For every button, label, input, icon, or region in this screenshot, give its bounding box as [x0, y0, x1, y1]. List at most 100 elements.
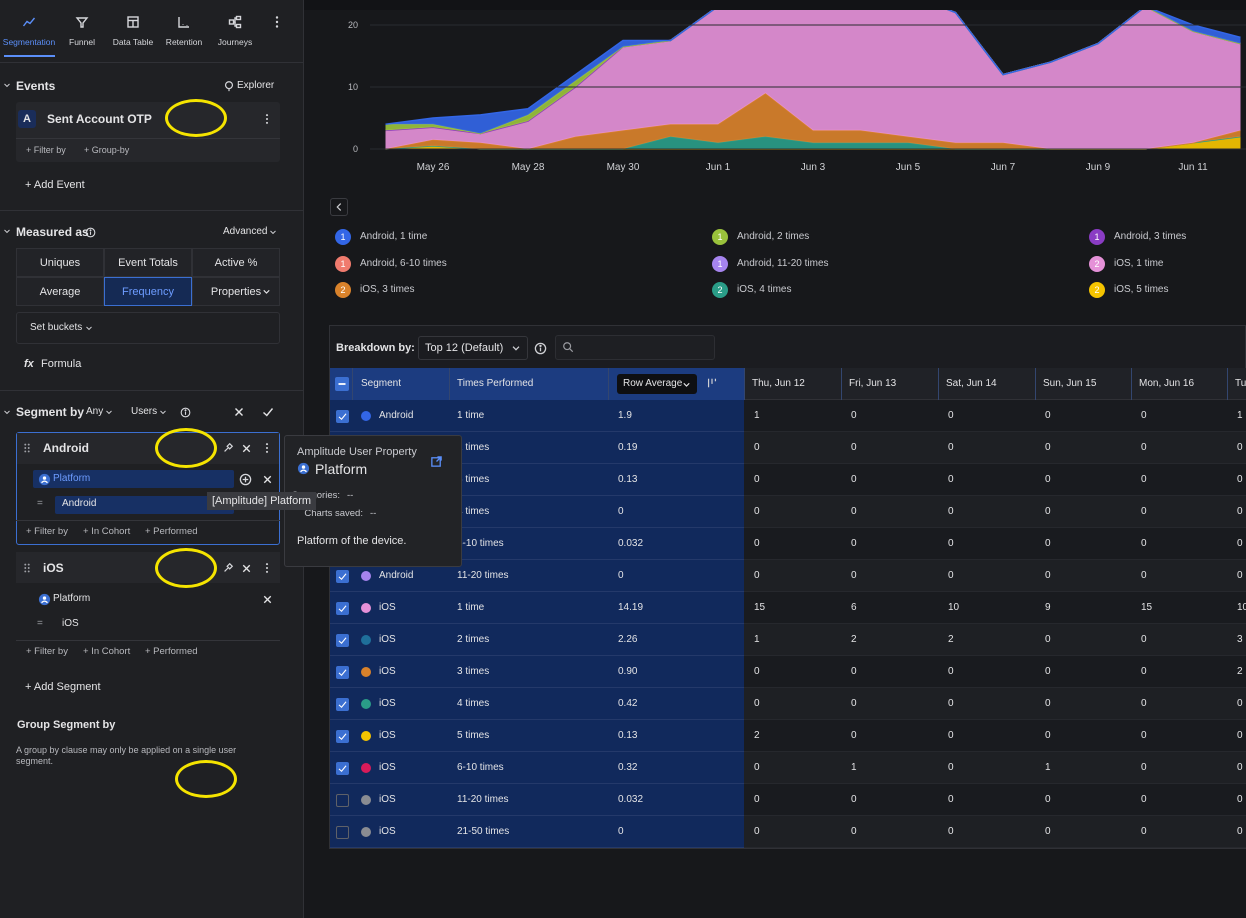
- column-header[interactable]: Fri, Jun 13: [849, 378, 897, 389]
- icon-x[interactable]: [240, 562, 253, 575]
- y-tick-label: 20: [348, 20, 358, 30]
- row-left: [330, 720, 744, 752]
- segment-action[interactable]: + Performed: [145, 526, 198, 537]
- icon-dots[interactable]: [261, 562, 273, 574]
- icon-x[interactable]: [232, 405, 246, 419]
- icon-dots[interactable]: [261, 113, 273, 125]
- legend-label[interactable]: Android, 6-10 times: [360, 258, 447, 269]
- icon-seg[interactable]: [22, 15, 36, 29]
- segment-name[interactable]: Android: [43, 441, 89, 455]
- segment-action[interactable]: + In Cohort: [83, 646, 131, 657]
- advanced-toggle[interactable]: Advanced: [223, 226, 268, 237]
- icon-jour[interactable]: [228, 15, 242, 29]
- icon-check[interactable]: [261, 405, 275, 419]
- nav-tab[interactable]: Data Table: [112, 37, 154, 47]
- column-header[interactable]: Sat, Jun 14: [946, 378, 997, 389]
- measure-option[interactable]: [104, 248, 192, 277]
- row-checkbox[interactable]: [336, 634, 349, 647]
- row-checkbox[interactable]: [336, 826, 349, 839]
- cell-value: 0: [1045, 506, 1051, 517]
- column-header[interactable]: Row Average: [623, 378, 683, 389]
- property-pill[interactable]: [33, 470, 234, 488]
- value-box[interactable]: [55, 496, 234, 514]
- icon-sort[interactable]: [706, 377, 718, 389]
- cell-segment: iOS: [379, 762, 396, 773]
- icon-x[interactable]: [261, 593, 274, 606]
- add-event[interactable]: + Add Event: [25, 179, 85, 191]
- row-checkbox[interactable]: [336, 698, 349, 711]
- legend-label[interactable]: iOS, 4 times: [737, 284, 792, 295]
- icon-pin[interactable]: [222, 562, 234, 574]
- icon-info[interactable]: [85, 227, 96, 238]
- legend-label[interactable]: iOS, 3 times: [360, 284, 415, 295]
- set-buckets[interactable]: Set buckets: [30, 322, 83, 333]
- icon-info[interactable]: [180, 407, 191, 418]
- cell-value: 0: [948, 474, 954, 485]
- row-checkbox[interactable]: [336, 570, 349, 583]
- column-header[interactable]: Thu, Jun 12: [752, 378, 805, 389]
- segment-action[interactable]: + Filter by: [26, 526, 68, 537]
- legend-label[interactable]: Android, 2 times: [737, 231, 810, 242]
- breakdown-dropdown[interactable]: [418, 336, 528, 360]
- icon-grip[interactable]: [21, 442, 33, 454]
- icon-chev[interactable]: [2, 226, 12, 236]
- legend-label[interactable]: Android, 11-20 times: [737, 258, 829, 269]
- filter-by[interactable]: + Filter by: [26, 145, 66, 155]
- cell-average: 1.9: [618, 410, 632, 421]
- row-checkbox[interactable]: [336, 762, 349, 775]
- icon-fun[interactable]: [75, 15, 89, 29]
- measure-option[interactable]: [104, 277, 192, 306]
- row-left: [330, 784, 744, 816]
- icon-ret[interactable]: [177, 15, 191, 29]
- row-checkbox[interactable]: [336, 794, 349, 807]
- row-checkbox[interactable]: [336, 666, 349, 679]
- legend-label[interactable]: Android, 3 times: [1114, 231, 1187, 242]
- legend-back[interactable]: [330, 198, 348, 216]
- legend-label[interactable]: Android, 1 time: [360, 231, 428, 242]
- row-checkbox[interactable]: [336, 730, 349, 743]
- icon-lt[interactable]: [333, 201, 345, 213]
- event-name[interactable]: Sent Account OTP: [47, 112, 152, 126]
- icon-x[interactable]: [261, 473, 274, 486]
- segment-name[interactable]: iOS: [43, 561, 64, 575]
- segment-users[interactable]: Users: [131, 406, 158, 417]
- measure-option[interactable]: [16, 248, 104, 277]
- icon-dots[interactable]: [270, 15, 284, 29]
- legend-label[interactable]: iOS, 5 times: [1114, 284, 1169, 295]
- legend-label[interactable]: iOS, 1 time: [1114, 258, 1164, 269]
- column-header[interactable]: Mon, Jun 16: [1139, 378, 1195, 389]
- nav-tab[interactable]: Funnel: [69, 37, 95, 47]
- icon-grid[interactable]: [126, 15, 140, 29]
- measure-option[interactable]: [16, 277, 104, 306]
- column-header[interactable]: Sun, Jun 15: [1043, 378, 1097, 389]
- nav-tab[interactable]: Journeys: [217, 37, 253, 47]
- nav-tab[interactable]: Segmentation: [2, 37, 56, 47]
- icon-pin[interactable]: [222, 442, 234, 454]
- row-average-pill[interactable]: [617, 374, 697, 394]
- icon-chev[interactable]: [2, 80, 12, 90]
- segment-action[interactable]: + In Cohort: [83, 526, 131, 537]
- icon-info[interactable]: [534, 342, 547, 355]
- row-checkbox[interactable]: [336, 602, 349, 615]
- row-right: [744, 784, 1246, 816]
- icon-dots[interactable]: [261, 442, 273, 454]
- icon-explorer[interactable]: [223, 80, 235, 92]
- icon-ext[interactable]: [430, 455, 443, 468]
- icon-grip[interactable]: [21, 562, 33, 574]
- icon-chev[interactable]: [2, 407, 12, 417]
- segment-action[interactable]: + Performed: [145, 646, 198, 657]
- nav-tab[interactable]: Retention: [165, 37, 203, 47]
- row-checkbox[interactable]: [336, 410, 349, 423]
- segment-action[interactable]: + Filter by: [26, 646, 68, 657]
- row-right: [744, 496, 1246, 528]
- group-by[interactable]: + Group-by: [84, 145, 130, 155]
- icon-plusc[interactable]: [239, 473, 252, 486]
- search-box[interactable]: [555, 335, 715, 360]
- icon-x[interactable]: [240, 442, 253, 455]
- explorer-link[interactable]: Explorer: [237, 80, 275, 91]
- formula[interactable]: Formula: [41, 358, 82, 370]
- column-header[interactable]: Tue: [1235, 378, 1246, 389]
- add-segment[interactable]: + Add Segment: [25, 681, 101, 693]
- segment-any[interactable]: Any: [86, 406, 104, 417]
- measure-option[interactable]: [192, 248, 280, 277]
